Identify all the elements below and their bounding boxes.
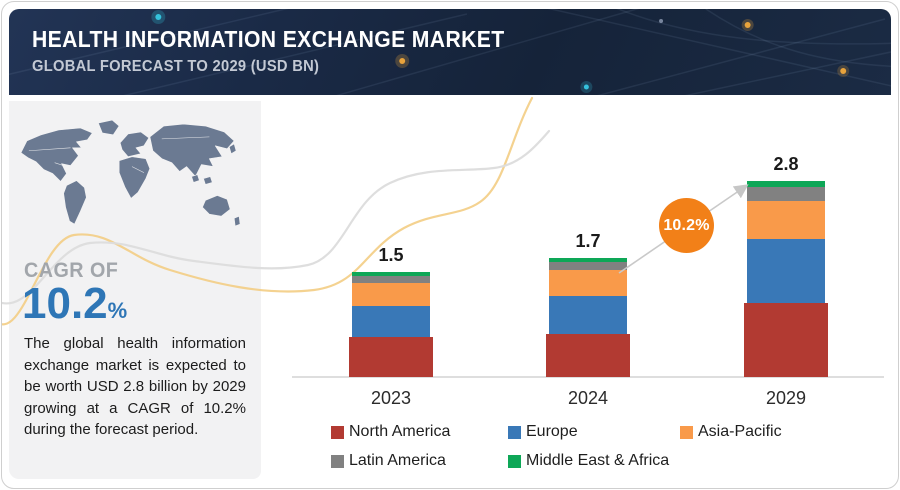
segment-middle-east-africa-2023 xyxy=(352,272,430,276)
total-label-2023: 1.5 xyxy=(378,245,404,265)
segment-latin-america-2023 xyxy=(352,275,430,283)
chart-legend: North America Europe Asia-Pacific Latin Ame… xyxy=(331,423,782,470)
segment-asia-pacific-2029 xyxy=(747,200,825,240)
cagr-badge: 10.2% xyxy=(659,198,714,253)
total-label-2029: 2.8 xyxy=(773,154,799,174)
x-axis-label-2023: 2023 xyxy=(370,388,412,408)
legend-label: Latin America xyxy=(349,452,446,469)
segment-asia-pacific-2024 xyxy=(549,269,627,296)
legend-label: Middle East & Africa xyxy=(526,452,670,469)
segment-europe-2023 xyxy=(352,305,430,338)
legend-item-north-america: North America xyxy=(331,423,508,441)
legend-swatch-asia-pacific xyxy=(680,425,693,439)
x-axis-label-2024: 2024 xyxy=(567,388,609,408)
segment-europe-2029 xyxy=(747,239,825,303)
segment-latin-america-2029 xyxy=(747,186,825,201)
header-banner: HEALTH INFORMATION EXCHANGE MARKET GLOBA… xyxy=(9,9,891,95)
network-pattern-decoration xyxy=(9,9,891,95)
legend-item-latin-america: Latin America xyxy=(331,452,508,470)
legend-item-asia-pacific: Asia-Pacific xyxy=(680,423,782,441)
legend-item-middle-east-africa: Middle East & Africa xyxy=(508,452,680,470)
legend-swatch-latin-america xyxy=(331,454,344,468)
segment-north-america-2023 xyxy=(349,337,433,377)
x-axis-label-2029: 2029 xyxy=(765,388,807,408)
segment-europe-2024 xyxy=(549,295,627,334)
market-summary-text: The global health information exchange m… xyxy=(24,335,246,438)
segment-asia-pacific-2023 xyxy=(352,282,430,306)
legend-swatch-north-america xyxy=(331,425,344,439)
segment-north-america-2029 xyxy=(744,302,828,377)
page-title: HEALTH INFORMATION EXCHANGE MARKET xyxy=(32,26,505,52)
legend-label: Europe xyxy=(526,423,578,440)
segment-latin-america-2024 xyxy=(549,262,627,270)
legend-swatch-europe xyxy=(508,425,521,439)
x-axis-line xyxy=(292,376,884,378)
segment-middle-east-africa-2029 xyxy=(747,181,825,187)
total-label-2024: 1.7 xyxy=(575,231,601,251)
segment-north-america-2024 xyxy=(546,333,630,377)
legend-swatch-middle-east-africa xyxy=(508,454,521,468)
page-subtitle: GLOBAL FORECAST TO 2029 (USD BN) xyxy=(32,58,320,75)
segment-middle-east-africa-2024 xyxy=(549,258,627,263)
legend-item-europe: Europe xyxy=(508,423,680,441)
legend-label: North America xyxy=(349,423,451,440)
legend-label: Asia-Pacific xyxy=(698,423,782,440)
